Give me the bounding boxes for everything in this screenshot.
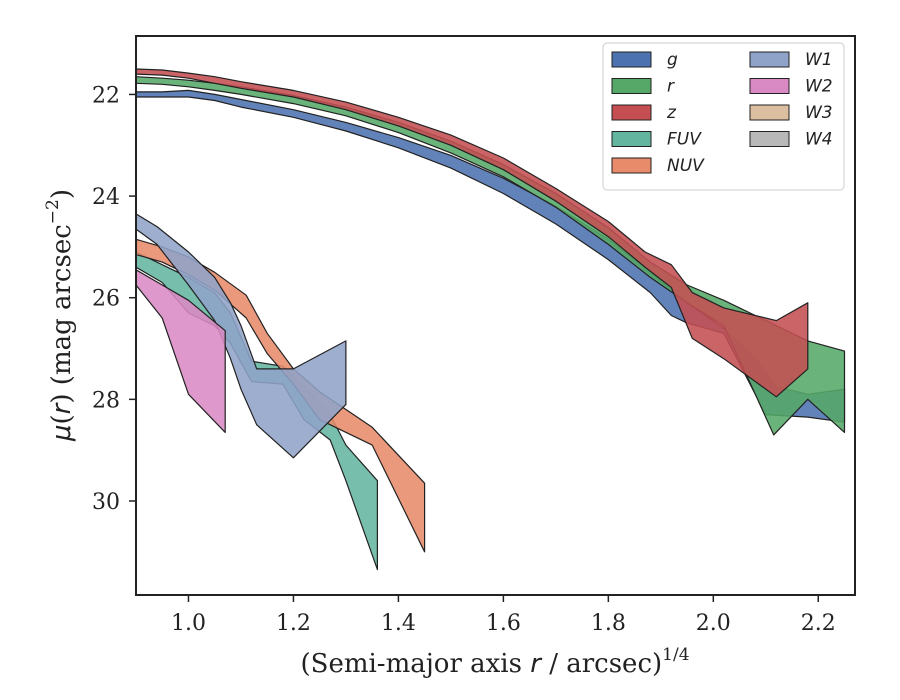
x-tick-label: 2.2: [801, 611, 836, 636]
x-tick-label: 2.0: [696, 611, 731, 636]
x-tick-label: 1.2: [276, 611, 311, 636]
x-axis: 1.0 1.2 1.4 1.6 1.8 2.0 2.2: [171, 595, 836, 636]
legend-swatch-g: [611, 51, 652, 68]
x-tick-label: 1.4: [381, 611, 416, 636]
legend-label-nuv: NUV: [667, 156, 705, 176]
y-axis: 22 24 26 28 30: [92, 83, 136, 515]
legend-swatch-r: [611, 78, 652, 94]
x-tick-label: 1.0: [171, 611, 206, 636]
legend-label-w4: W4: [805, 130, 833, 150]
x-axis-title: (Semi-major axis r / arcsec)1/4: [300, 645, 689, 679]
legend-swatch-nuv: [611, 157, 652, 174]
legend-label-fuv: FUV: [667, 130, 702, 150]
legend-label-r: r: [667, 77, 675, 97]
data-bands: [136, 68, 846, 571]
legend-label-w2: W2: [805, 77, 833, 97]
legend-label-z: z: [666, 103, 677, 123]
legend-label-w1: W1: [805, 50, 833, 70]
band-z: [136, 68, 809, 398]
x-tick-label: 1.8: [591, 611, 626, 636]
legend-label-w3: W3: [805, 103, 833, 123]
y-tick-label: 22: [92, 83, 120, 108]
legend-swatch-fuv: [611, 131, 652, 147]
y-tick-label: 28: [92, 388, 120, 413]
legend-swatch-w4: [749, 131, 790, 147]
plot-frame: [135, 35, 856, 596]
band-w1: [136, 213, 347, 459]
legend-label-g: g: [667, 50, 678, 70]
y-tick-label: 26: [92, 287, 120, 312]
y-tick-label: 24: [92, 185, 120, 210]
legend-swatch-w1: [749, 51, 790, 68]
legend-swatch-z: [611, 104, 652, 121]
legend: grz FUV NUV W1 W2 W3 W4: [602, 42, 845, 191]
x-tick-label: 1.6: [486, 611, 521, 636]
legend-swatch-w3: [749, 104, 790, 121]
band-w2: [136, 269, 226, 433]
legend-swatch-w2: [749, 78, 790, 94]
y-tick-label: 30: [92, 490, 120, 515]
y-axis-title: μ(r) (mag arcsec−2): [43, 189, 77, 442]
